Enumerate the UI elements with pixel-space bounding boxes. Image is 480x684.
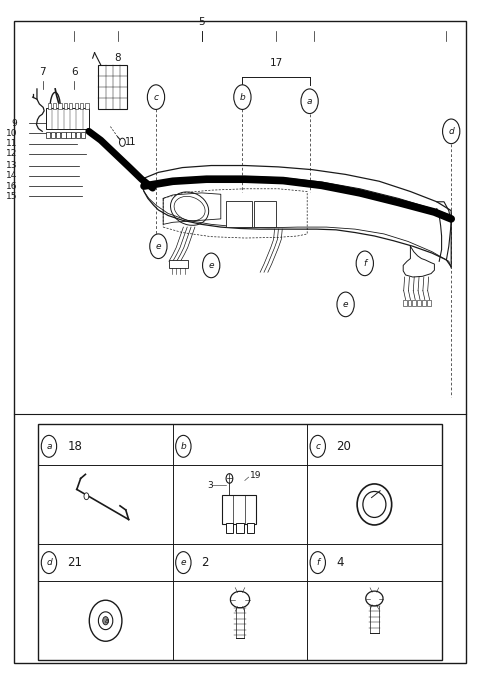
Text: 14: 14 <box>6 171 17 181</box>
Bar <box>236 523 244 534</box>
Text: 11: 11 <box>6 139 17 148</box>
Bar <box>74 103 78 109</box>
Bar <box>412 300 416 306</box>
Text: 19: 19 <box>250 471 261 480</box>
Circle shape <box>356 251 373 276</box>
Text: 3: 3 <box>207 481 213 490</box>
Circle shape <box>41 436 57 457</box>
Text: f: f <box>316 558 319 567</box>
Text: f: f <box>363 259 366 268</box>
Circle shape <box>176 551 191 573</box>
Text: 10: 10 <box>6 129 17 138</box>
Circle shape <box>203 253 220 278</box>
Text: 15: 15 <box>6 192 17 201</box>
Circle shape <box>337 292 354 317</box>
Circle shape <box>310 436 325 457</box>
Text: e: e <box>343 300 348 309</box>
Bar <box>48 103 51 109</box>
Bar <box>66 132 71 138</box>
Text: 17: 17 <box>269 58 283 68</box>
Text: d: d <box>46 558 52 567</box>
Text: a: a <box>46 442 52 451</box>
Bar <box>169 260 188 268</box>
Text: 12: 12 <box>6 149 17 159</box>
Bar <box>422 300 426 306</box>
Text: 9: 9 <box>12 118 17 128</box>
Text: c: c <box>315 442 320 451</box>
Circle shape <box>226 473 233 483</box>
Bar <box>71 132 75 138</box>
Text: 13: 13 <box>6 161 17 170</box>
Bar <box>98 65 127 109</box>
Bar <box>51 132 55 138</box>
Bar <box>61 132 66 138</box>
Text: 2: 2 <box>202 556 209 569</box>
Text: 1: 1 <box>125 137 131 147</box>
Circle shape <box>310 551 325 573</box>
Bar <box>254 201 276 227</box>
Circle shape <box>301 89 318 114</box>
Bar <box>226 523 233 534</box>
Text: e: e <box>180 558 186 567</box>
Text: 16: 16 <box>6 181 17 191</box>
Bar <box>417 300 421 306</box>
Circle shape <box>84 492 89 499</box>
Bar <box>85 103 89 109</box>
Bar <box>56 132 60 138</box>
Text: 1: 1 <box>129 137 135 146</box>
Bar <box>226 201 252 227</box>
Bar <box>427 300 431 306</box>
Circle shape <box>443 119 460 144</box>
Bar <box>247 523 254 534</box>
Bar <box>38 424 442 660</box>
Bar <box>222 495 256 524</box>
Text: 18: 18 <box>67 440 82 453</box>
Text: 7: 7 <box>39 66 46 77</box>
Text: b: b <box>180 442 186 451</box>
Text: e: e <box>208 261 214 270</box>
Bar <box>69 103 72 109</box>
Bar <box>403 300 407 306</box>
Circle shape <box>120 138 125 146</box>
Circle shape <box>147 85 165 109</box>
Text: c: c <box>154 92 158 102</box>
Bar <box>408 300 411 306</box>
Text: e: e <box>156 241 161 251</box>
Text: b: b <box>240 92 245 102</box>
Text: 21: 21 <box>67 556 82 569</box>
Circle shape <box>103 617 108 625</box>
Circle shape <box>234 85 251 109</box>
Text: d: d <box>448 127 454 136</box>
Text: 4: 4 <box>336 556 344 569</box>
Bar <box>46 132 50 138</box>
Text: 8: 8 <box>114 53 121 63</box>
Text: a: a <box>105 618 108 624</box>
Text: 5: 5 <box>198 17 205 27</box>
Text: a: a <box>307 96 312 106</box>
Bar <box>80 103 84 109</box>
Bar <box>59 103 61 109</box>
Text: 6: 6 <box>71 66 78 77</box>
Bar <box>81 132 85 138</box>
Circle shape <box>176 436 191 457</box>
Text: 20: 20 <box>336 440 351 453</box>
Bar <box>46 108 89 129</box>
Circle shape <box>41 551 57 573</box>
Circle shape <box>150 234 167 259</box>
Bar <box>76 132 80 138</box>
Bar <box>53 103 56 109</box>
Bar <box>64 103 67 109</box>
